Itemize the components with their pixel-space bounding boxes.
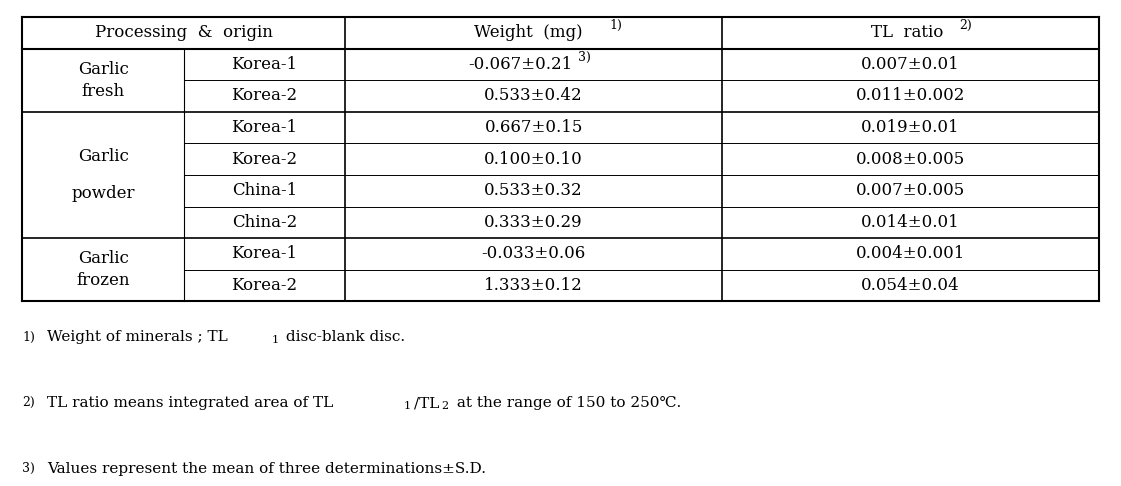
Text: 0.054±0.04: 0.054±0.04	[861, 277, 960, 294]
Text: China-1: China-1	[232, 182, 297, 199]
Text: 0.007±0.01: 0.007±0.01	[861, 56, 960, 73]
Text: Weight of minerals ; TL: Weight of minerals ; TL	[47, 330, 228, 345]
Text: Weight  (mg): Weight (mg)	[474, 24, 582, 41]
Text: powder: powder	[72, 186, 135, 202]
Text: Processing  &  origin: Processing & origin	[95, 24, 272, 41]
Text: 0.533±0.42: 0.533±0.42	[484, 87, 583, 104]
Text: 1): 1)	[22, 330, 35, 344]
Text: Korea-2: Korea-2	[232, 87, 297, 104]
Text: 3): 3)	[22, 462, 35, 475]
Text: 0.014±0.01: 0.014±0.01	[861, 214, 960, 231]
Text: frozen: frozen	[76, 272, 130, 289]
Text: 0.333±0.29: 0.333±0.29	[484, 214, 583, 231]
Text: 0.004±0.001: 0.004±0.001	[855, 245, 965, 262]
Text: Korea-2: Korea-2	[232, 151, 297, 168]
Text: 3): 3)	[578, 51, 591, 64]
Text: 2): 2)	[22, 396, 35, 409]
Text: 2: 2	[442, 401, 448, 411]
Text: TL  ratio: TL ratio	[871, 24, 943, 41]
Text: 0.011±0.002: 0.011±0.002	[855, 87, 965, 104]
Text: 2): 2)	[960, 19, 972, 33]
Text: Garlic: Garlic	[77, 250, 129, 267]
Text: 0.008±0.005: 0.008±0.005	[855, 151, 965, 168]
Text: 1.333±0.12: 1.333±0.12	[484, 277, 583, 294]
Text: -0.033±0.06: -0.033±0.06	[482, 245, 585, 262]
Text: TL ratio means integrated area of TL: TL ratio means integrated area of TL	[47, 396, 333, 410]
Text: Values represent the mean of three determinations±S.D.: Values represent the mean of three deter…	[47, 462, 487, 476]
Text: Korea-1: Korea-1	[232, 245, 297, 262]
Text: 0.100±0.10: 0.100±0.10	[484, 151, 583, 168]
Text: /TL: /TL	[414, 396, 439, 410]
Text: China-2: China-2	[232, 214, 297, 231]
Text: Korea-1: Korea-1	[232, 119, 297, 136]
Text: -0.067±0.21: -0.067±0.21	[469, 56, 572, 73]
Text: Garlic: Garlic	[77, 61, 129, 78]
Text: 0.007±0.005: 0.007±0.005	[855, 182, 965, 199]
Text: 1: 1	[404, 401, 410, 411]
Text: 1: 1	[271, 335, 278, 346]
Text: 0.533±0.32: 0.533±0.32	[484, 182, 583, 199]
Text: Korea-2: Korea-2	[232, 277, 297, 294]
Text: Korea-1: Korea-1	[232, 56, 297, 73]
Text: Garlic: Garlic	[77, 148, 129, 164]
Text: 1): 1)	[610, 19, 622, 33]
Text: at the range of 150 to 250℃.: at the range of 150 to 250℃.	[452, 396, 682, 410]
Text: fresh: fresh	[82, 83, 124, 100]
Text: 0.019±0.01: 0.019±0.01	[861, 119, 960, 136]
Text: 0.667±0.15: 0.667±0.15	[484, 119, 583, 136]
Text: disc-blank disc.: disc-blank disc.	[281, 330, 406, 345]
